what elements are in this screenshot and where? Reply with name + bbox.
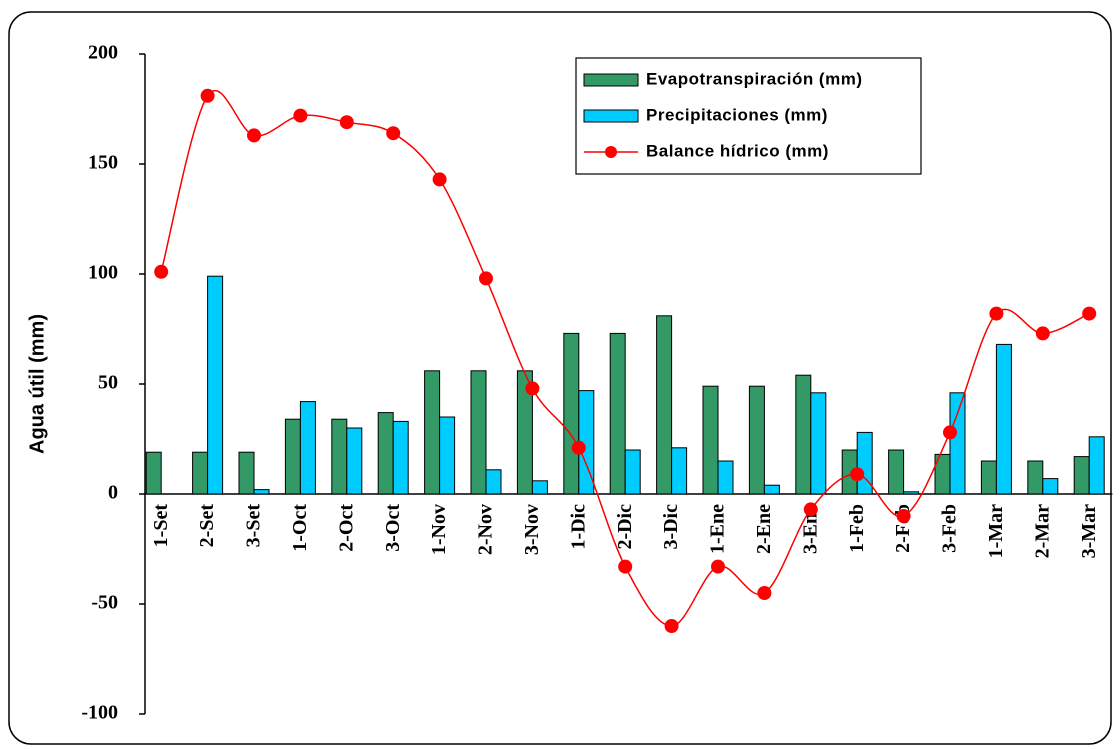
y-tick-label: 100 xyxy=(88,262,118,284)
bar xyxy=(748,385,765,495)
y-tick-label: 0 xyxy=(108,482,118,504)
x-tick-label: 1-Feb xyxy=(846,504,868,553)
line-marker xyxy=(943,425,957,440)
legend-label: Evapotranspiración (mm) xyxy=(646,69,863,88)
line-marker xyxy=(386,126,401,141)
bar xyxy=(1027,460,1044,495)
bar xyxy=(238,451,255,495)
bar xyxy=(717,460,734,495)
legend-swatch xyxy=(583,73,639,87)
bar xyxy=(439,416,456,495)
x-tick-label: 1-Mar xyxy=(985,504,1007,559)
bar xyxy=(192,451,209,495)
bar xyxy=(485,469,502,495)
x-tick-label: 3-Set xyxy=(243,504,265,548)
legend-swatch xyxy=(605,146,617,158)
x-tick-label: 3-Oct xyxy=(382,504,404,552)
x-tick-label: 2-Set xyxy=(196,504,218,548)
x-tick-label: 2-Oct xyxy=(335,504,357,552)
bar xyxy=(995,343,1012,495)
bar xyxy=(331,418,348,495)
bar xyxy=(624,449,641,495)
line-marker xyxy=(525,381,540,396)
bar xyxy=(888,449,905,495)
line-marker xyxy=(618,559,633,574)
line-marker xyxy=(664,619,679,633)
line-marker xyxy=(989,306,1004,321)
bar xyxy=(346,427,363,495)
y-tick-label: 200 xyxy=(88,42,118,64)
bar xyxy=(470,370,487,495)
bar xyxy=(299,401,316,495)
x-tick-label: 3-Dic xyxy=(660,504,682,550)
x-tick-label: 3-Ene xyxy=(799,504,821,554)
legend-label: Balance hídrico (mm) xyxy=(646,141,829,160)
x-tick-label: 1-Set xyxy=(150,504,172,548)
bar xyxy=(377,412,394,495)
line-marker xyxy=(711,559,725,574)
y-tick-label: 50 xyxy=(98,372,118,394)
bar xyxy=(516,370,533,495)
x-tick-label: 3-Mar xyxy=(1078,504,1100,559)
legend-label: Precipitaciones (mm) xyxy=(646,105,828,124)
bar xyxy=(424,370,441,495)
bar xyxy=(903,491,920,495)
line-marker xyxy=(1035,326,1050,341)
bar xyxy=(671,447,688,495)
x-tick-label: 2-Ene xyxy=(753,504,775,554)
bar xyxy=(1088,436,1105,495)
line-marker xyxy=(757,586,772,600)
y-tick-label: -50 xyxy=(91,592,118,614)
bar xyxy=(609,332,626,495)
legend-swatch xyxy=(583,109,639,123)
line-marker xyxy=(200,88,215,103)
bar xyxy=(980,460,997,495)
line-marker xyxy=(247,128,261,143)
line-marker xyxy=(1082,306,1097,321)
bar xyxy=(531,480,548,495)
bar xyxy=(1042,478,1059,495)
line-marker xyxy=(850,467,865,482)
x-tick-label: 3-Feb xyxy=(939,504,961,553)
x-tick-label: 1-Dic xyxy=(567,504,589,550)
bar xyxy=(656,315,673,495)
line-marker xyxy=(571,440,586,455)
x-tick-label: 2-Dic xyxy=(614,504,636,550)
bar xyxy=(145,451,162,495)
bar xyxy=(795,374,812,495)
x-tick-label: 1-Ene xyxy=(707,504,729,554)
chart-frame xyxy=(8,11,1112,745)
bar xyxy=(392,420,409,495)
x-tick-label: 1-Oct xyxy=(289,504,311,552)
bar xyxy=(810,392,827,495)
line-marker xyxy=(479,271,493,286)
bar xyxy=(763,484,780,495)
line-marker xyxy=(293,108,308,123)
y-axis-label: Agua útil (mm) xyxy=(26,314,48,454)
line-marker xyxy=(339,115,354,130)
x-tick-label: 3-Nov xyxy=(521,504,543,555)
bar xyxy=(1073,456,1090,495)
y-tick-label: 150 xyxy=(88,152,118,174)
bar xyxy=(702,385,719,495)
x-tick-label: 1-Nov xyxy=(428,504,450,555)
line-marker xyxy=(154,264,169,279)
line-marker xyxy=(803,502,818,517)
bar xyxy=(949,392,966,495)
y-tick-label: -100 xyxy=(81,702,118,724)
line-marker xyxy=(432,172,447,187)
x-tick-label: 2-Nov xyxy=(475,504,497,555)
bar xyxy=(207,275,224,495)
line-marker xyxy=(896,509,911,523)
bar xyxy=(253,489,270,495)
bar xyxy=(284,418,301,495)
bar xyxy=(563,332,580,495)
x-tick-label: 2-Mar xyxy=(1031,504,1053,559)
